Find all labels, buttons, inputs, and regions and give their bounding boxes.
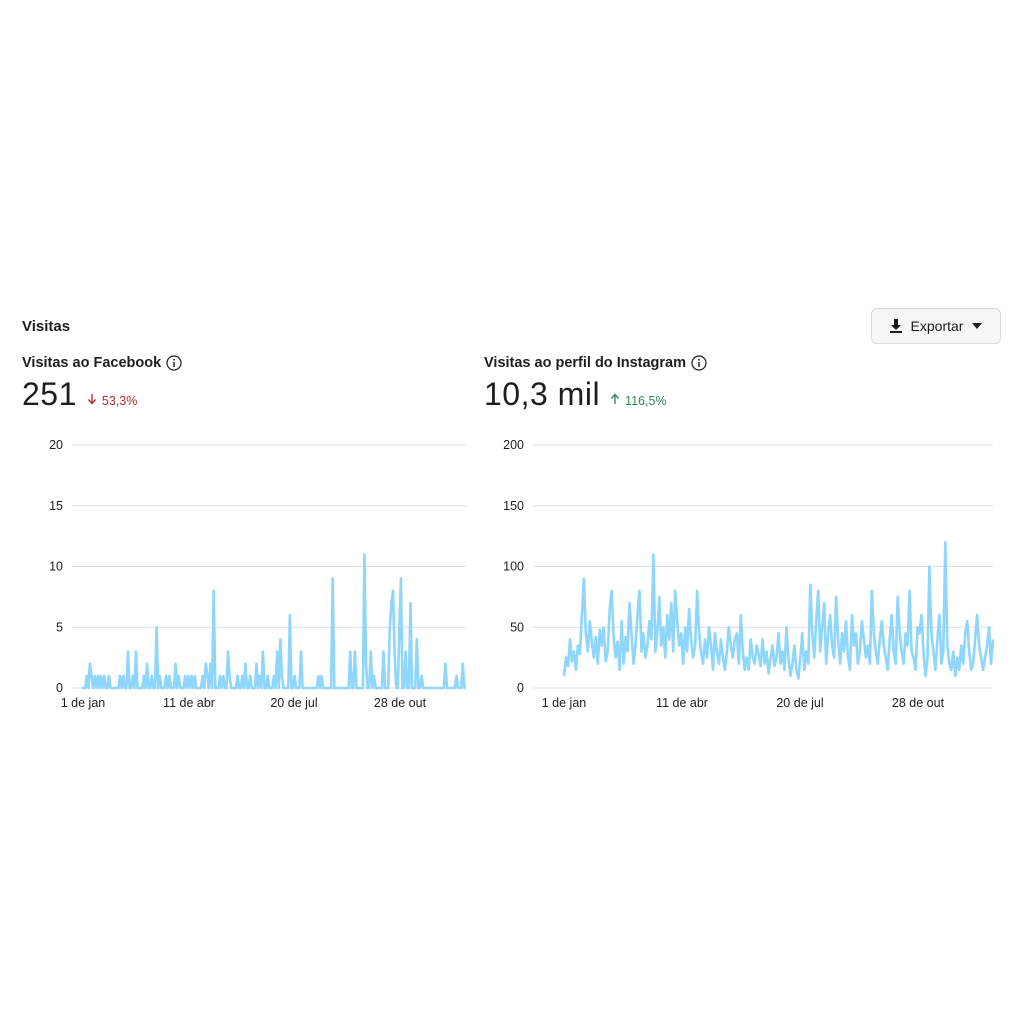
export-label: Exportar (910, 318, 964, 334)
instagram-x-tick-label: 11 de abr (656, 696, 708, 710)
facebook-x-tick-label: 11 de abr (163, 696, 215, 710)
facebook-y-tick-label: 5 (56, 620, 63, 634)
facebook-visits-value: 251 (22, 376, 77, 412)
instagram-x-tick-label: 20 de jul (776, 696, 823, 710)
caret-down-icon (971, 322, 983, 330)
facebook-visits-change-value: 53,3% (101, 393, 138, 408)
facebook-visits-series-line (82, 553, 466, 690)
facebook-y-tick-label: 20 (49, 438, 63, 452)
facebook-x-tick-label: 1 de jan (61, 696, 106, 710)
section-title: Visitas (22, 318, 71, 335)
instagram-x-tick-label: 28 de out (892, 696, 945, 710)
instagram-y-tick-label: 150 (503, 499, 524, 513)
instagram-x-tick-label: 1 de jan (542, 696, 587, 710)
instagram-y-tick-label: 200 (503, 438, 524, 452)
instagram-y-tick-label: 100 (503, 560, 524, 574)
instagram-visits-series-line (562, 540, 995, 680)
instagram-visits-value: 10,3 mil (484, 376, 601, 412)
instagram-visits-panel: Visitas ao perfil do Instagram 10,3 mil … (484, 352, 1004, 416)
facebook-y-tick-label: 0 (56, 681, 63, 695)
facebook-visits-change: 53,3% (87, 393, 137, 408)
facebook-x-tick-label: 20 de jul (270, 696, 317, 710)
instagram-visits-change-value: 116,5% (625, 393, 667, 408)
instagram-visits-title: Visitas ao perfil do Instagram (484, 355, 686, 371)
facebook-visits-title: Visitas ao Facebook (22, 355, 162, 371)
download-icon (889, 318, 903, 334)
info-icon[interactable] (691, 355, 707, 371)
facebook-y-tick-label: 10 (49, 560, 63, 574)
facebook-visits-panel: Visitas ao Facebook 251 53,3% (22, 352, 482, 416)
instagram-visits-change: 116,5% (610, 393, 667, 408)
facebook-x-tick-label: 28 de out (374, 696, 427, 710)
facebook-y-tick-label: 15 (49, 499, 63, 513)
instagram-y-tick-label: 0 (517, 681, 524, 695)
info-icon[interactable] (166, 355, 182, 371)
arrow-down-icon (87, 393, 97, 408)
arrow-up-icon (610, 393, 620, 408)
export-button[interactable]: Exportar (871, 308, 1001, 344)
instagram-y-tick-label: 50 (510, 620, 524, 634)
